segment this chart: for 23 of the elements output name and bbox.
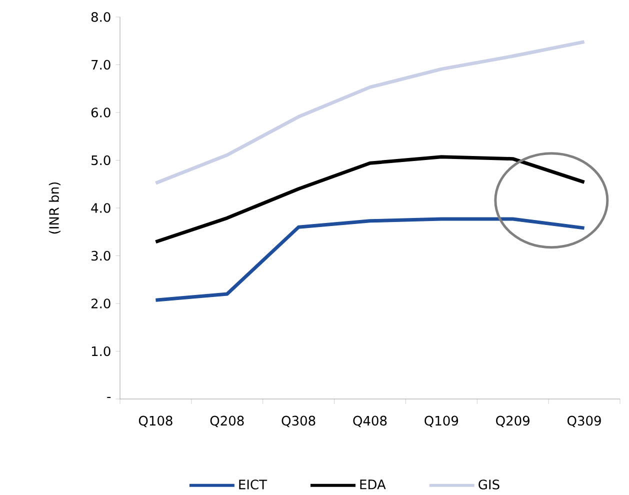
y-tick-label: 1.0 [92,346,110,356]
line-series [154,155,586,244]
x-tick-label: Q408 [353,416,387,428]
y-tick-label: 5.0 [92,155,110,166]
y-tick-label: 6.0 [91,107,110,118]
line-series [154,217,586,302]
y-tick-label: 8.0 [91,12,110,22]
x-tick-label: Q308 [282,416,316,428]
y-tick-label: 3.0 [92,250,110,261]
legend-label: EDA [360,480,386,490]
y-tick-label: 4.0 [91,202,110,213]
y-tick-label: 2.0 [91,298,110,308]
x-tick-label: Q209 [496,416,530,428]
x-tick-label: Q109 [424,416,458,428]
legend-label: GIS [478,480,500,490]
y-axis-title: (INR bn) [48,182,60,234]
x-tick-label: Q208 [210,416,244,428]
x-tick-label: Q108 [138,416,172,428]
y-tick-label: 7.0 [92,60,110,70]
y-tick-label: - [107,396,111,398]
line-series [154,40,586,185]
x-tick-label: Q309 [567,416,601,428]
legend-label: EICT [239,480,268,490]
